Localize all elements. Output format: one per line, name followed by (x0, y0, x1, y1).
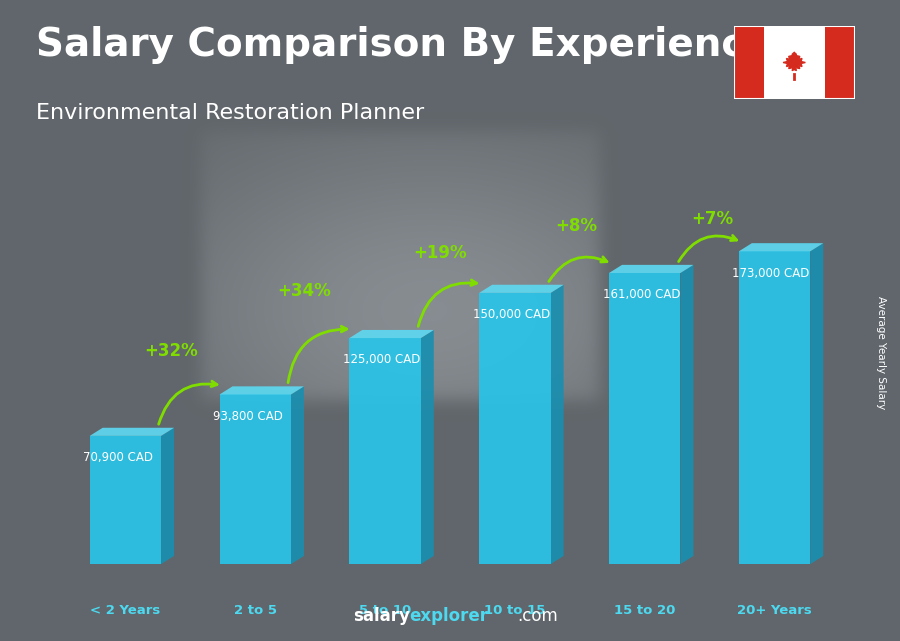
Text: 173,000 CAD: 173,000 CAD (733, 267, 810, 279)
Polygon shape (680, 265, 693, 564)
Polygon shape (479, 285, 563, 293)
Text: Environmental Restoration Planner: Environmental Restoration Planner (36, 103, 424, 122)
Text: .com: .com (518, 607, 558, 625)
Polygon shape (349, 338, 421, 564)
Bar (824, 26, 855, 99)
Polygon shape (479, 293, 551, 564)
Polygon shape (349, 330, 434, 338)
Polygon shape (739, 251, 810, 564)
Text: +8%: +8% (555, 217, 597, 235)
Polygon shape (783, 53, 806, 71)
Text: +32%: +32% (144, 342, 198, 360)
Text: explorer: explorer (410, 607, 489, 625)
Polygon shape (421, 330, 434, 564)
Text: +7%: +7% (691, 210, 734, 228)
Text: salary: salary (353, 607, 410, 625)
Polygon shape (810, 243, 824, 564)
Polygon shape (609, 265, 693, 273)
Bar (734, 26, 764, 99)
Text: < 2 Years: < 2 Years (90, 604, 160, 617)
Polygon shape (609, 273, 680, 564)
Polygon shape (90, 436, 161, 564)
Polygon shape (161, 428, 174, 564)
Text: 161,000 CAD: 161,000 CAD (603, 288, 680, 301)
Bar (764, 26, 824, 99)
Polygon shape (220, 394, 291, 564)
Text: 15 to 20: 15 to 20 (614, 604, 675, 617)
Text: +34%: +34% (278, 283, 331, 301)
Text: 2 to 5: 2 to 5 (234, 604, 276, 617)
Polygon shape (551, 285, 563, 564)
Text: Average Yearly Salary: Average Yearly Salary (877, 296, 886, 409)
Polygon shape (90, 428, 174, 436)
Polygon shape (739, 243, 824, 251)
Text: 70,900 CAD: 70,900 CAD (83, 451, 153, 464)
Text: 20+ Years: 20+ Years (737, 604, 812, 617)
Text: +19%: +19% (413, 244, 466, 262)
Text: 150,000 CAD: 150,000 CAD (472, 308, 550, 321)
Text: 10 to 15: 10 to 15 (484, 604, 545, 617)
Polygon shape (291, 387, 304, 564)
Text: 93,800 CAD: 93,800 CAD (213, 410, 283, 422)
Text: 5 to 10: 5 to 10 (359, 604, 411, 617)
Polygon shape (220, 387, 304, 394)
Text: 125,000 CAD: 125,000 CAD (343, 353, 420, 366)
Text: Salary Comparison By Experience: Salary Comparison By Experience (36, 26, 770, 63)
